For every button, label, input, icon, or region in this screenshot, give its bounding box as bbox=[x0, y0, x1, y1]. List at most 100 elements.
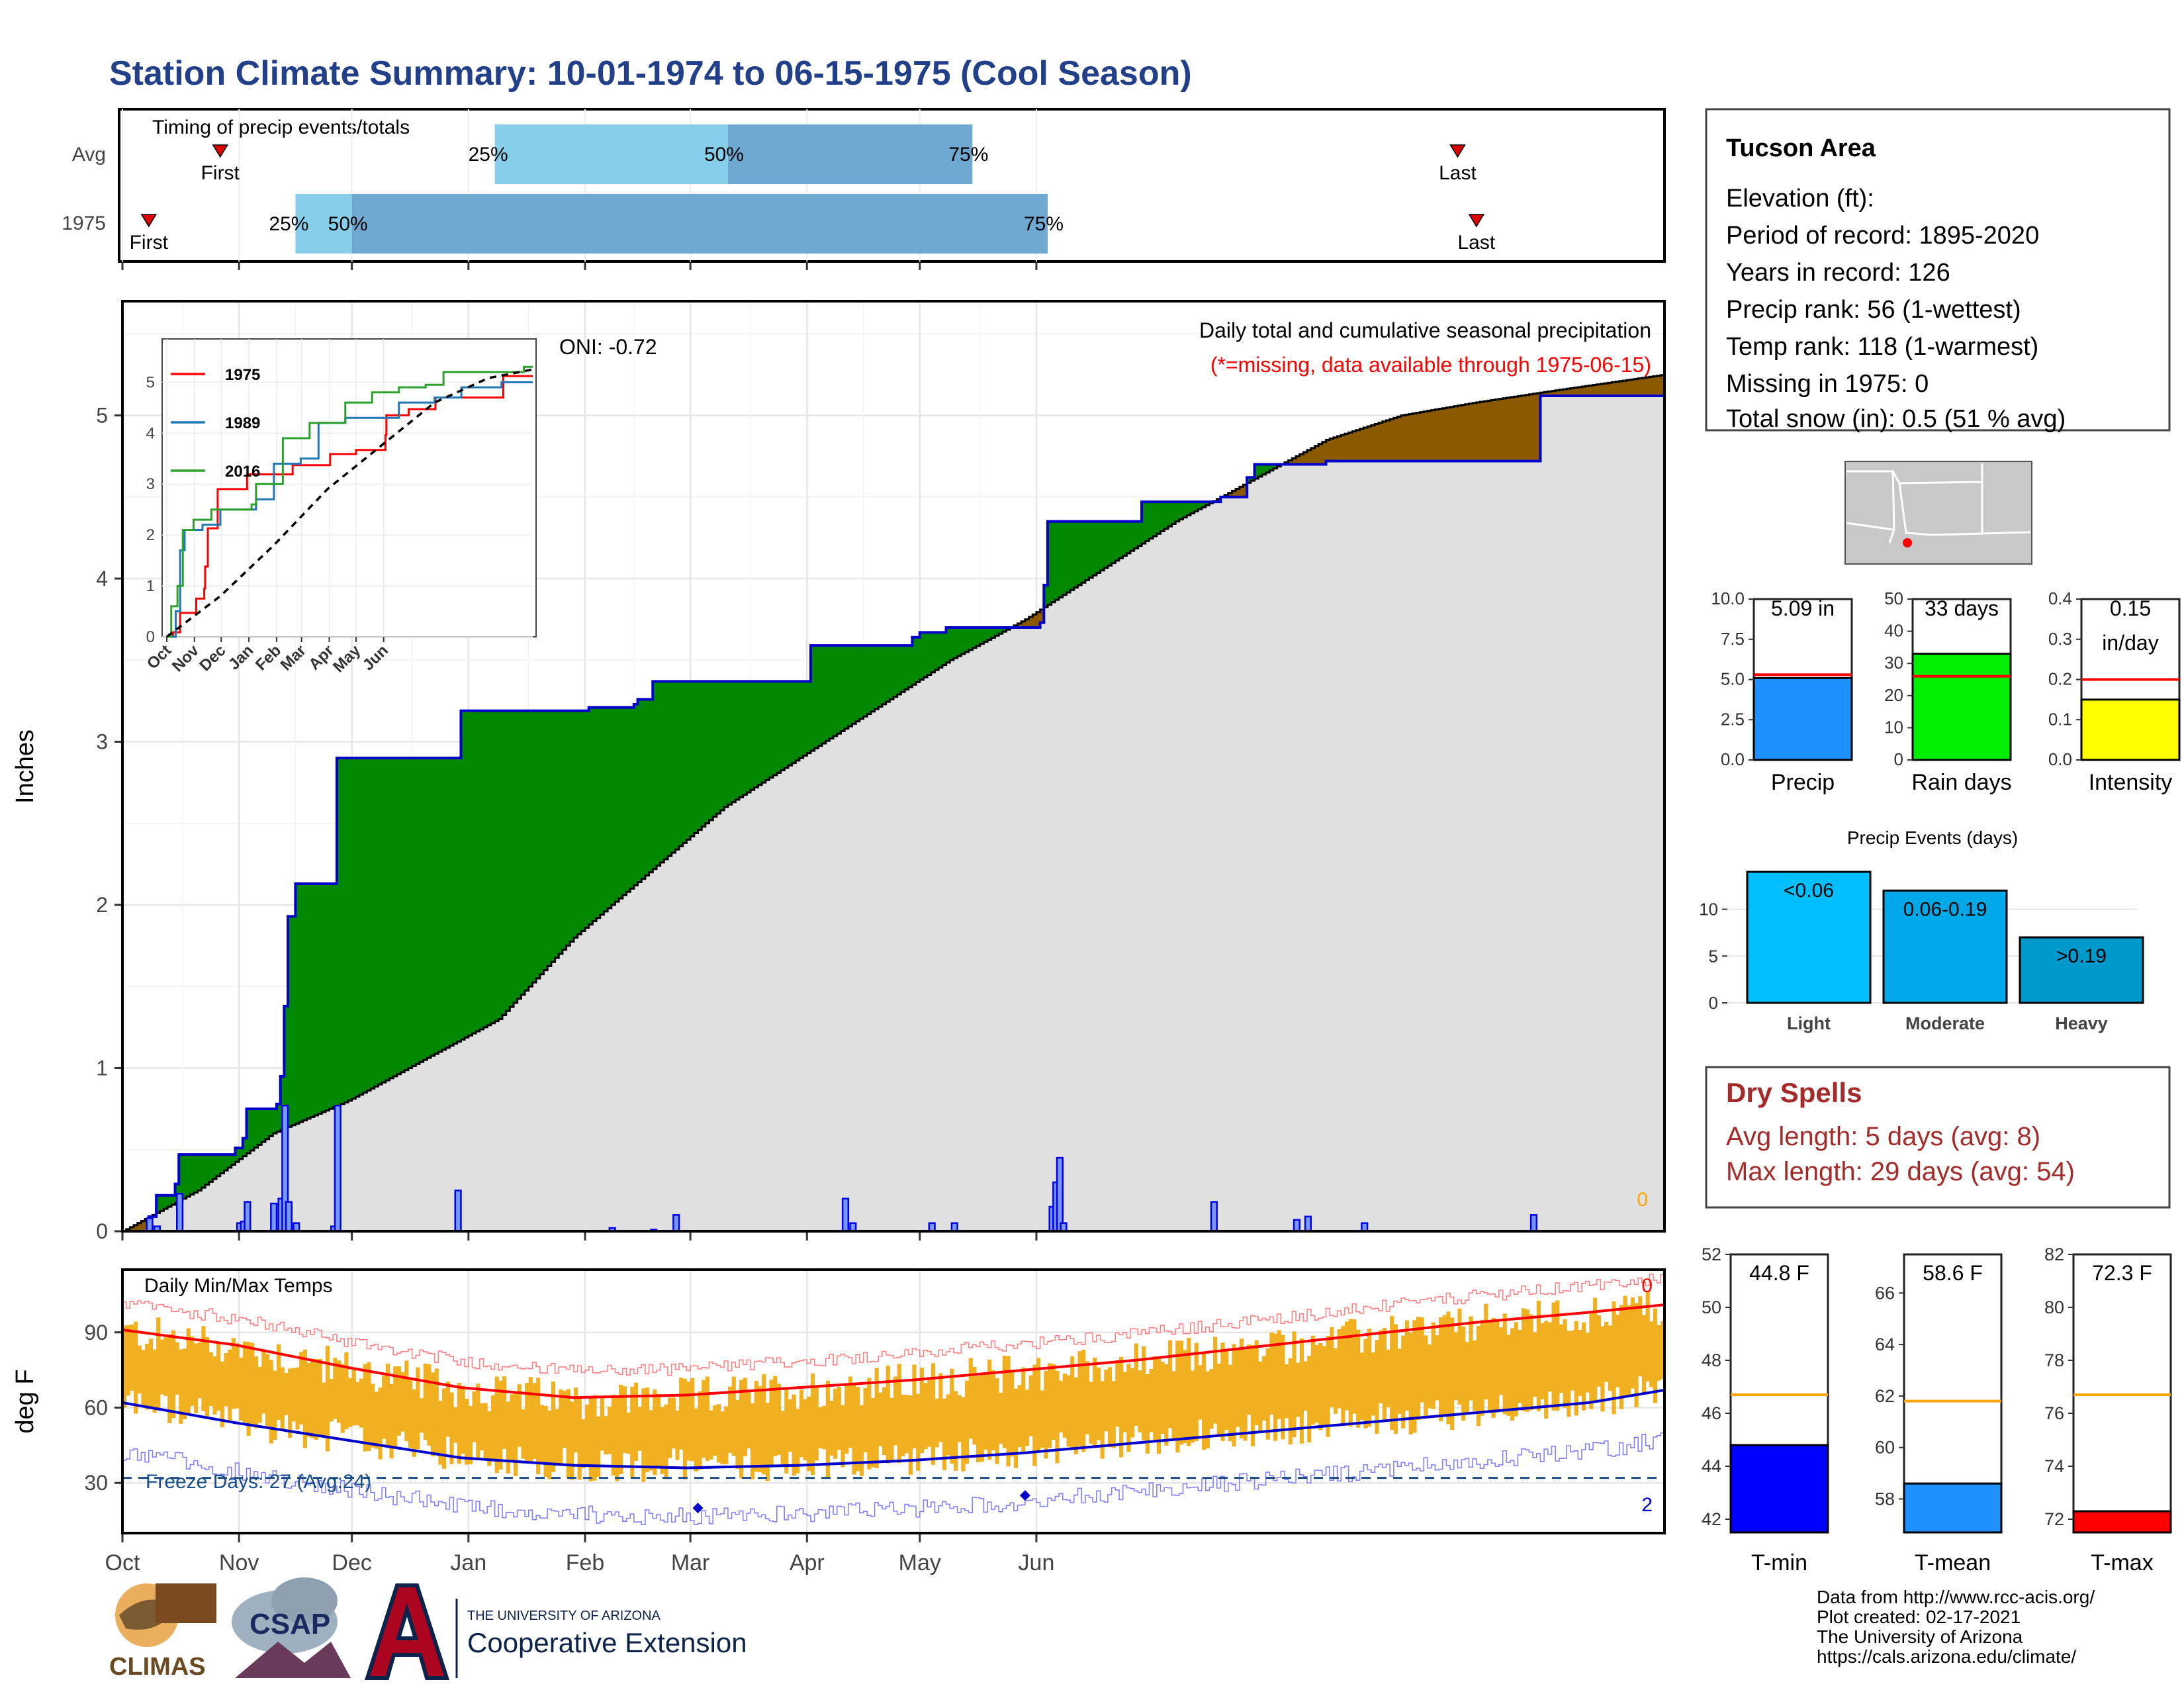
above-normal-fill bbox=[953, 627, 958, 659]
month-label-nov: Nov bbox=[219, 1550, 259, 1575]
below-normal-fill bbox=[134, 1225, 138, 1231]
daily-temp-bar bbox=[1269, 1333, 1274, 1415]
daily-temp-bar bbox=[727, 1386, 733, 1453]
inset-ytick-label-1: 1 bbox=[146, 577, 155, 595]
below-normal-fill bbox=[1292, 458, 1297, 465]
daily-temp-bar bbox=[870, 1397, 876, 1468]
daily-temp-bar bbox=[295, 1367, 300, 1430]
above-normal-fill bbox=[788, 681, 793, 766]
above-normal-fill bbox=[159, 1195, 165, 1211]
daily-temp-bar bbox=[897, 1364, 901, 1464]
temp-summary-ytick-label-0-0: 42 bbox=[1702, 1509, 1721, 1529]
above-normal-fill bbox=[498, 710, 503, 1019]
below-normal-fill bbox=[1491, 400, 1496, 461]
daily-temp-bar bbox=[1077, 1351, 1082, 1446]
timing-band-50-75-year bbox=[351, 194, 1048, 254]
month-label-jun: Jun bbox=[1019, 1550, 1055, 1575]
timing-p75-label-avg: 75% bbox=[948, 144, 988, 165]
daily-temp-bar bbox=[1585, 1333, 1590, 1393]
daily-temp-bar bbox=[543, 1405, 548, 1477]
station-info: Tucson Area Elevation (ft): Period of re… bbox=[1705, 108, 2171, 433]
missing-note: (*=missing, data available through 1975-… bbox=[1210, 353, 1651, 377]
temp-summary-value-2: 72.3 F bbox=[2092, 1261, 2152, 1285]
above-normal-fill bbox=[818, 645, 823, 746]
daily-temp-bar bbox=[423, 1364, 428, 1440]
daily-temp-bar bbox=[833, 1388, 838, 1459]
precip-plot: 0 1 2 3 4 5 bbox=[96, 374, 1666, 1243]
daily-temp-bar bbox=[1006, 1356, 1011, 1467]
temp-ytick-label-1: 60 bbox=[84, 1395, 108, 1419]
daily-temp-bar bbox=[588, 1397, 593, 1481]
above-normal-fill bbox=[510, 710, 514, 1008]
above-normal-fill bbox=[521, 710, 525, 995]
daily-temp-bar bbox=[359, 1378, 364, 1428]
inset-legend-label-2016: 2016 bbox=[225, 463, 260, 481]
daily-temp-bar bbox=[776, 1383, 782, 1455]
inset-ytick-label-5: 5 bbox=[146, 373, 155, 391]
below-normal-fill bbox=[1469, 403, 1473, 461]
daily-temp-bar bbox=[1522, 1308, 1526, 1411]
daily-temp-bar bbox=[690, 1378, 695, 1462]
below-normal-fill bbox=[1288, 460, 1293, 465]
summary-value-text-1-0: 33 days bbox=[1925, 596, 1999, 620]
above-normal-fill bbox=[961, 627, 966, 655]
daily-precip-bar-26 bbox=[1293, 1219, 1301, 1233]
daily-temp-bar bbox=[148, 1338, 153, 1409]
daily-temp-bar bbox=[171, 1330, 176, 1419]
daily-temp-bar bbox=[1236, 1350, 1240, 1427]
above-normal-fill bbox=[814, 645, 819, 749]
timing-p50-label-avg: 50% bbox=[704, 144, 744, 165]
above-normal-fill bbox=[803, 681, 807, 756]
daily-temp-bar bbox=[1250, 1344, 1255, 1446]
daily-temp-bar bbox=[1465, 1342, 1469, 1414]
station-frame bbox=[1705, 108, 2171, 432]
above-normal-fill bbox=[637, 699, 642, 882]
daily-temp-bar bbox=[724, 1406, 729, 1464]
above-normal-fill bbox=[889, 645, 894, 700]
daily-temp-bar bbox=[163, 1336, 168, 1396]
above-normal-fill bbox=[743, 681, 747, 795]
above-normal-fill bbox=[682, 681, 688, 843]
summary-ytick-label-2-1: 0.1 bbox=[2048, 709, 2072, 729]
daily-temp-bar bbox=[1070, 1356, 1075, 1450]
below-normal-fill bbox=[1363, 428, 1368, 461]
daily-temp-bar bbox=[1574, 1321, 1578, 1416]
csap-logo: CSAP bbox=[232, 1577, 351, 1678]
below-normal-fill bbox=[1600, 383, 1605, 396]
daily-temp-bar bbox=[212, 1356, 217, 1415]
inset-series-1989 bbox=[167, 381, 533, 638]
inset-ytick-label-4: 4 bbox=[146, 424, 155, 442]
above-normal-fill bbox=[1104, 521, 1109, 569]
daily-temp-bar bbox=[1487, 1321, 1492, 1413]
daily-temp-bar bbox=[445, 1382, 450, 1437]
above-normal-fill bbox=[679, 681, 684, 847]
daily-temp-bar bbox=[1299, 1338, 1304, 1444]
daily-temp-bar bbox=[611, 1394, 615, 1476]
temp-frame bbox=[121, 1268, 1666, 1534]
daily-temp-bar bbox=[1337, 1329, 1342, 1409]
below-normal-fill bbox=[1522, 395, 1526, 461]
daily-temp-bar bbox=[310, 1358, 315, 1438]
month-label-feb: Feb bbox=[566, 1550, 605, 1575]
daily-temp-bar bbox=[525, 1383, 529, 1461]
temp-summary-bar-1 bbox=[1903, 1482, 2003, 1534]
daily-temp-bar bbox=[134, 1321, 138, 1414]
daily-temp-bar bbox=[1634, 1303, 1639, 1407]
timing-label: Timing of precip events/totals bbox=[152, 117, 410, 138]
max-record-count: 0 bbox=[1641, 1275, 1653, 1297]
below-normal-fill bbox=[1337, 436, 1342, 461]
daily-temp-bar bbox=[964, 1380, 970, 1464]
inset-ytick-label-3: 3 bbox=[146, 475, 155, 493]
daily-temp-bar bbox=[322, 1382, 326, 1438]
daily-temp-bar bbox=[859, 1405, 864, 1477]
above-normal-fill bbox=[1059, 521, 1064, 598]
daily-temp-bar bbox=[668, 1397, 672, 1458]
events-bar-text-light: <0.06 bbox=[1784, 880, 1834, 902]
inset-frame bbox=[161, 338, 537, 637]
timing-last-marker-avg bbox=[1449, 144, 1466, 158]
daily-temp-bar bbox=[912, 1364, 917, 1449]
below-normal-fill bbox=[1341, 435, 1345, 461]
above-normal-fill bbox=[1254, 464, 1259, 479]
dry-spells-frame bbox=[1705, 1066, 2171, 1209]
